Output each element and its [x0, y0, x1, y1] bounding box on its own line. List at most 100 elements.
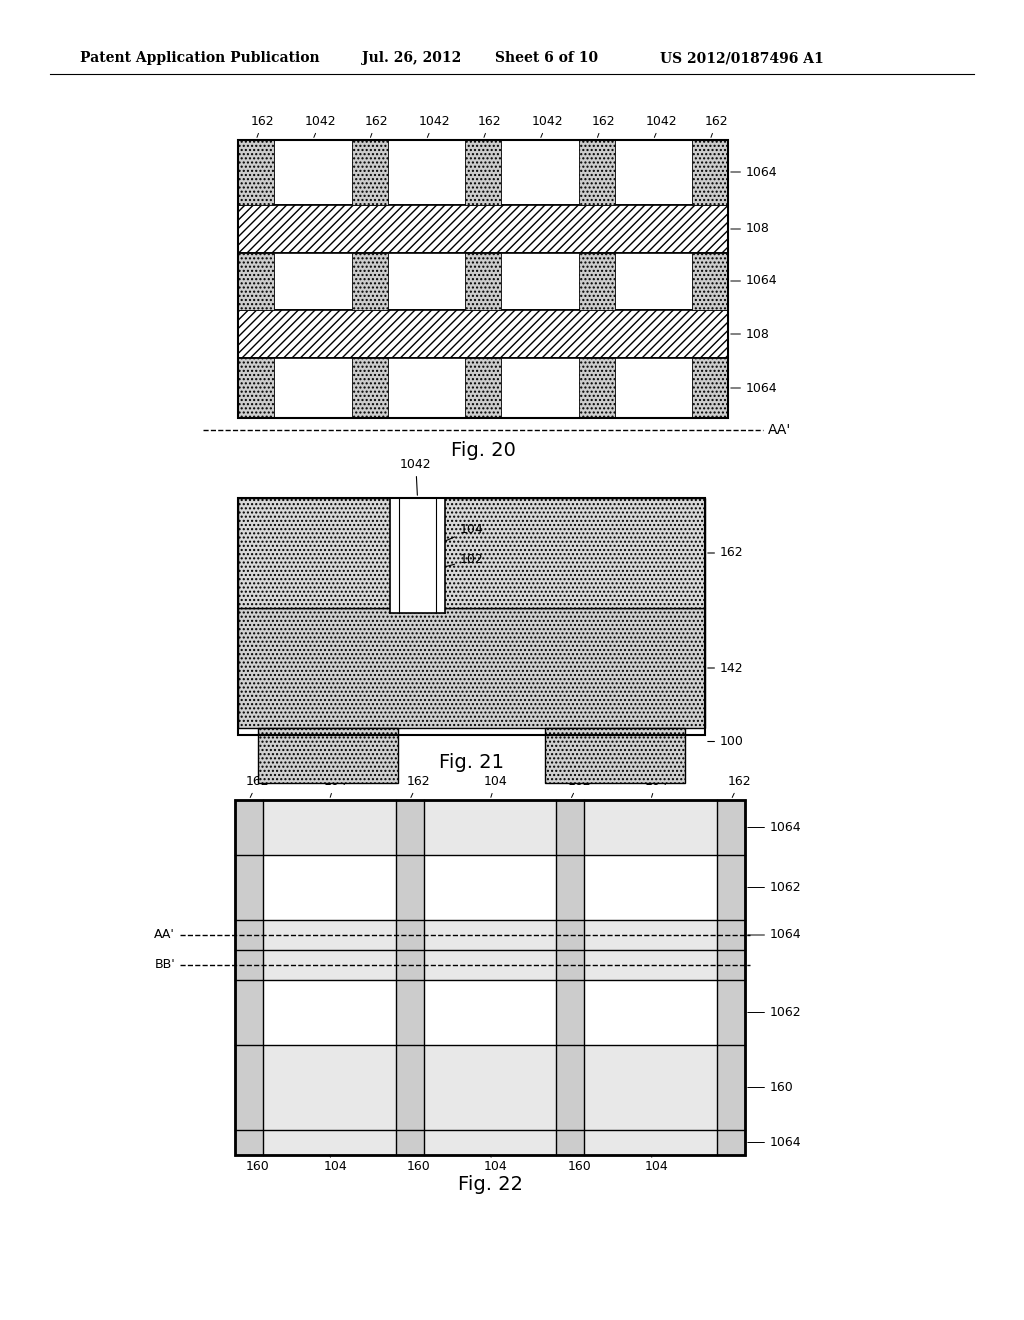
Text: 1062: 1062	[748, 1006, 802, 1019]
Bar	[717, 800, 745, 855]
Text: 104: 104	[645, 1155, 669, 1173]
Bar	[351, 358, 387, 418]
Text: 1064: 1064	[748, 821, 802, 834]
Bar	[395, 855, 424, 920]
Bar	[545, 729, 685, 783]
Bar	[692, 140, 728, 205]
Bar	[258, 729, 398, 783]
Bar	[717, 950, 745, 979]
Bar	[465, 358, 501, 418]
Bar	[585, 979, 717, 1045]
Bar	[395, 1130, 424, 1155]
Bar	[424, 855, 556, 920]
Bar	[238, 609, 705, 729]
Bar	[238, 253, 274, 310]
Text: 142: 142	[708, 661, 743, 675]
Bar	[395, 950, 424, 979]
Bar	[556, 920, 585, 950]
Bar	[424, 920, 556, 950]
Bar	[556, 979, 585, 1045]
Bar	[424, 950, 556, 979]
Bar	[556, 1130, 585, 1155]
Bar	[238, 140, 274, 205]
Text: 102: 102	[425, 553, 483, 573]
Text: 1042: 1042	[305, 115, 336, 137]
Bar	[556, 800, 585, 855]
Bar	[717, 920, 745, 950]
Bar	[263, 1045, 395, 1130]
Text: 1062: 1062	[748, 880, 802, 894]
Text: 1064: 1064	[731, 275, 777, 288]
Text: 104: 104	[484, 775, 508, 797]
Bar	[234, 920, 263, 950]
Bar	[579, 253, 614, 310]
Bar	[717, 855, 745, 920]
Bar	[238, 498, 705, 609]
Text: 162: 162	[478, 115, 502, 137]
Bar	[465, 140, 501, 205]
Text: 104: 104	[324, 775, 347, 797]
Bar	[579, 140, 614, 205]
Bar	[234, 950, 263, 979]
Bar	[234, 855, 263, 920]
Text: AA': AA'	[155, 928, 175, 941]
Bar	[556, 855, 585, 920]
Bar	[585, 855, 717, 920]
Bar	[263, 800, 395, 855]
Bar	[585, 950, 717, 979]
Text: Jul. 26, 2012: Jul. 26, 2012	[362, 51, 461, 65]
Bar	[238, 498, 705, 735]
Bar	[263, 855, 395, 920]
Bar	[390, 498, 399, 612]
Text: 160: 160	[407, 1155, 430, 1173]
Text: 162: 162	[592, 115, 615, 137]
Text: 104: 104	[645, 775, 669, 797]
Text: 1064: 1064	[748, 1137, 802, 1148]
Bar	[556, 1045, 585, 1130]
Bar	[238, 498, 705, 735]
Bar	[238, 205, 728, 253]
Text: 1042: 1042	[531, 115, 563, 137]
Bar	[351, 140, 387, 205]
Bar	[263, 920, 395, 950]
Bar	[238, 310, 728, 358]
Text: 104: 104	[324, 1155, 347, 1173]
Text: Fig. 20: Fig. 20	[451, 441, 515, 459]
Bar	[692, 358, 728, 418]
Text: 160: 160	[246, 1155, 269, 1173]
Text: 1042: 1042	[418, 115, 450, 137]
Bar	[234, 1045, 263, 1130]
Text: BB': BB'	[155, 958, 175, 972]
Bar	[234, 979, 263, 1045]
Bar	[717, 1045, 745, 1130]
Text: 162: 162	[567, 775, 591, 797]
Text: 162: 162	[365, 115, 388, 137]
Bar	[234, 800, 745, 1155]
Text: 162: 162	[251, 115, 274, 137]
Text: Fig. 21: Fig. 21	[439, 752, 504, 771]
Bar	[234, 800, 263, 855]
Bar	[263, 979, 395, 1045]
Bar	[238, 140, 728, 418]
Bar	[234, 1130, 263, 1155]
Text: 108: 108	[731, 327, 770, 341]
Text: 104: 104	[484, 1155, 508, 1173]
Bar	[717, 1130, 745, 1155]
Text: AA': AA'	[768, 422, 792, 437]
Text: 104: 104	[443, 523, 483, 543]
Text: 162: 162	[708, 546, 743, 560]
Text: Fig. 22: Fig. 22	[458, 1176, 522, 1195]
Text: 100: 100	[708, 735, 743, 748]
Bar	[238, 358, 728, 418]
Bar	[585, 1130, 717, 1155]
Bar	[465, 253, 501, 310]
Text: 162: 162	[705, 115, 729, 137]
Text: 162: 162	[407, 775, 430, 797]
Bar	[424, 1130, 556, 1155]
Text: 1064: 1064	[748, 928, 802, 941]
Text: 1064: 1064	[731, 381, 777, 395]
Bar	[395, 979, 424, 1045]
Text: 108: 108	[731, 223, 770, 235]
Text: 160: 160	[748, 1081, 794, 1094]
Bar	[585, 1045, 717, 1130]
